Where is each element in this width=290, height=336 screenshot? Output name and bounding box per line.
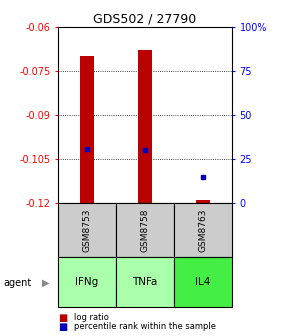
Text: GSM8753: GSM8753 (82, 208, 92, 252)
Text: GSM8763: GSM8763 (198, 208, 208, 252)
Title: GDS502 / 27790: GDS502 / 27790 (93, 13, 197, 26)
Text: ■: ■ (58, 312, 67, 323)
Bar (116, 203, 174, 257)
Text: agent: agent (3, 278, 31, 288)
Text: percentile rank within the sample: percentile rank within the sample (74, 322, 216, 331)
Bar (196, 200, 210, 203)
Text: TNFa: TNFa (132, 277, 158, 287)
Text: IFNg: IFNg (75, 277, 99, 287)
Text: IL4: IL4 (195, 277, 211, 287)
Bar (58, 257, 116, 307)
Bar (174, 257, 232, 307)
Bar (58, 203, 116, 257)
Text: ■: ■ (58, 322, 67, 332)
Text: ▶: ▶ (42, 278, 50, 288)
Bar (116, 257, 174, 307)
Bar (80, 56, 94, 203)
Bar (138, 50, 152, 203)
Text: log ratio: log ratio (74, 313, 109, 322)
Text: GSM8758: GSM8758 (140, 208, 150, 252)
Bar (174, 203, 232, 257)
